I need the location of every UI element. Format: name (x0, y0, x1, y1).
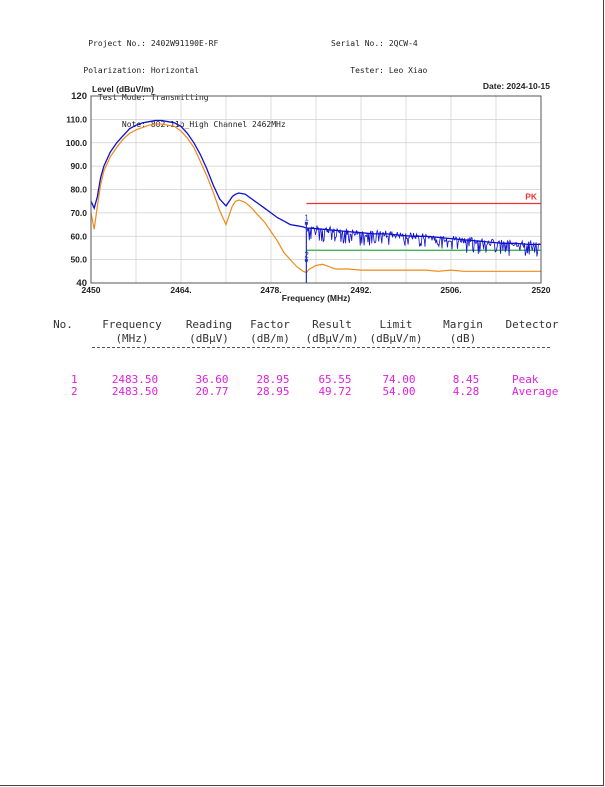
y-tick-label: 110.0 (66, 114, 87, 124)
column-header: Frequency (MHz) (92, 318, 172, 345)
y-axis-label: Level (dBuV/m) (92, 84, 154, 94)
chart-markers: 12 (304, 213, 309, 262)
table-cell-limit: 54.00 (382, 385, 416, 398)
header-value: 2402W91190E-RF (150, 39, 219, 48)
column-header-unit: (dBμV/m) (305, 332, 359, 345)
header-row-test-mode: Test Mode: Transmitting (58, 93, 286, 102)
header-value: Leo Xiao (388, 66, 428, 75)
column-header: Detector (492, 318, 572, 332)
date-label: Date: 2024-10-15 (483, 81, 550, 91)
column-header-unit: (MHz) (115, 332, 149, 345)
column-header-unit: (dB) (449, 332, 477, 345)
header-row-note: Note: 802.11b_High Channel 2462MHz (58, 120, 286, 129)
column-header-title: Factor (250, 318, 290, 331)
column-header-title: No. (53, 318, 73, 331)
table-cell-no: 1 (71, 373, 78, 386)
table-cell-factor: 28.95 (256, 385, 290, 398)
table-cell-reading: 36.60 (195, 373, 229, 386)
table-cell-no: 2 (71, 385, 78, 398)
chart-series: PK (90, 119, 541, 283)
column-header: Margin (dB) (423, 318, 503, 345)
plot-frame (90, 95, 542, 284)
y-tick-label: 50.0 (70, 255, 87, 265)
column-header: Reading (dBμV) (169, 318, 249, 345)
x-tick-label: 2520 (532, 285, 551, 295)
y-tick-label: 70.0 (70, 208, 87, 218)
header-right: Serial No.: 2QCW-4 Tester: Leo Xiao (318, 21, 427, 84)
table-cell-detector: Average (512, 385, 559, 398)
series-line (90, 123, 541, 274)
table-cell-detector: Peak (512, 373, 539, 386)
series-line (90, 119, 541, 246)
header-key: Serial No.: (331, 39, 384, 48)
header-left: Project No.: 2402W91190E-RF Polarization… (58, 21, 286, 138)
header-value: Transmitting (150, 93, 209, 102)
limit-line-label: PK (525, 192, 538, 202)
x-tick-label: 2450 (82, 285, 101, 295)
marker-point (304, 258, 308, 262)
header-row-polarization: Polarization: Horizontal (58, 66, 286, 75)
table-divider (92, 347, 550, 348)
table-cell-result: 65.55 (318, 373, 352, 386)
table-cell-freq: 2483.50 (111, 385, 159, 398)
header-key: Test Mode: (97, 93, 146, 102)
table-cell-factor: 28.95 (256, 373, 290, 386)
y-tick-label: 60.0 (70, 231, 87, 241)
column-header: Factor (dB/m) (230, 318, 310, 345)
x-axis-label: Frequency (MHz) (282, 293, 351, 303)
header-key: Project No.: (88, 39, 146, 48)
x-ticks: 2450 2464. 2478. 2492. 2506. 2520 (82, 285, 551, 295)
table-cell-freq: 2483.50 (111, 373, 159, 386)
column-header: No. (23, 318, 103, 332)
y-tick-label: 40 (76, 278, 87, 289)
x-tick-label: 2464. (170, 285, 191, 295)
header-key: Polarization: (83, 66, 146, 75)
column-header-unit: (dBμV) (189, 332, 229, 345)
column-header-unit: (dB/m) (250, 332, 290, 345)
header-row-tester: Tester: Leo Xiao (318, 66, 427, 75)
x-tick-label: 2478. (260, 285, 281, 295)
table-cell-limit: 74.00 (382, 373, 416, 386)
column-header-title: Frequency (102, 318, 162, 331)
table-cell-margin: 4.28 (452, 385, 480, 398)
marker-label: 2 (304, 250, 309, 259)
chart-grid (91, 96, 541, 283)
y-ticks: 120 110.0 100.0 90.0 80.0 70.0 60.0 50.0 40 (66, 91, 88, 289)
x-tick-label: 2492. (350, 285, 371, 295)
column-header-title: Detector (505, 318, 559, 331)
column-header-title: Limit (379, 318, 413, 331)
column-header: Result (dBμV/m) (292, 318, 372, 345)
table-cell-reading: 20.77 (195, 385, 229, 398)
series-noise (306, 225, 540, 257)
y-tick-label: 90.0 (70, 161, 87, 171)
table-cell-margin: 8.45 (452, 373, 480, 386)
y-tick-label: 80.0 (70, 185, 87, 195)
emission-chart: PK 12 Level (dBuV/m) Date: 2024-10-15 Fr… (66, 81, 551, 303)
column-header-title: Margin (443, 318, 483, 331)
x-tick-label: 2506. (440, 285, 461, 295)
header-value: 802.11b_High Channel 2462MHz (150, 120, 286, 129)
column-header: Limit (dBμV/m) (356, 318, 436, 345)
header-row-project: Project No.: 2402W91190E-RF (58, 39, 286, 48)
marker-label: 1 (304, 213, 309, 222)
column-header-unit: (dBμV/m) (369, 332, 423, 345)
header-value: 2QCW-4 (388, 39, 418, 48)
header-row-serial: Serial No.: 2QCW-4 (318, 39, 427, 48)
header-key: Tester: (350, 66, 384, 75)
y-tick-label: 120 (71, 91, 87, 102)
column-header-title: Result (312, 318, 352, 331)
header-value: Horizontal (150, 66, 199, 75)
y-tick-label: 100.0 (66, 138, 88, 148)
column-header-title: Reading (185, 318, 233, 331)
table-cell-result: 49.72 (318, 385, 352, 398)
marker-point (304, 221, 308, 225)
header-key: Note: (121, 120, 146, 129)
